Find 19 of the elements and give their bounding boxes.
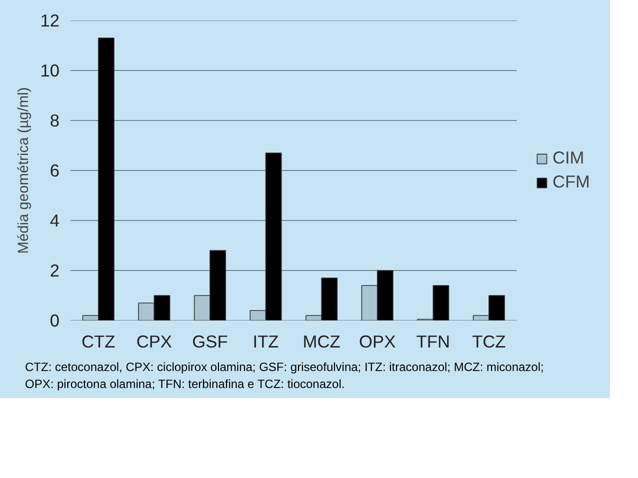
y-tick-label: 8 xyxy=(50,110,60,130)
y-tick-label: 6 xyxy=(50,160,60,180)
y-tick-label: 4 xyxy=(50,210,60,230)
y-tick-label: 2 xyxy=(50,260,60,280)
x-tick-label: ITZ xyxy=(252,332,280,352)
x-tick-label: CTZ xyxy=(82,332,116,352)
y-axis-title: Média geométrica (µg/ml) xyxy=(16,87,32,254)
text: CTZ: cetoconazol, CPX: ciclopirox olamina; GSF: griseofulvina; ITZ: itraconazol; MCZ: miconazol; OPX: piroctona olamina; TFN: terbinafina e TCZ: tioconazol. xyxy=(25,359,545,394)
x-tick-label: GSF xyxy=(192,332,228,352)
x-tick-label: TFN xyxy=(416,332,450,352)
legend-label: CFM xyxy=(552,172,590,192)
y-tick-label: 0 xyxy=(50,310,60,330)
x-tick-label: MCZ xyxy=(302,332,341,352)
x-tick-label: CPX xyxy=(136,332,172,352)
y-tick-label: 12 xyxy=(40,10,60,30)
x-tick-label: TCZ xyxy=(472,332,506,352)
x-tick-label: OPX xyxy=(359,332,396,352)
legend-label: CIM xyxy=(552,148,584,168)
y-tick-label: 10 xyxy=(40,60,60,80)
